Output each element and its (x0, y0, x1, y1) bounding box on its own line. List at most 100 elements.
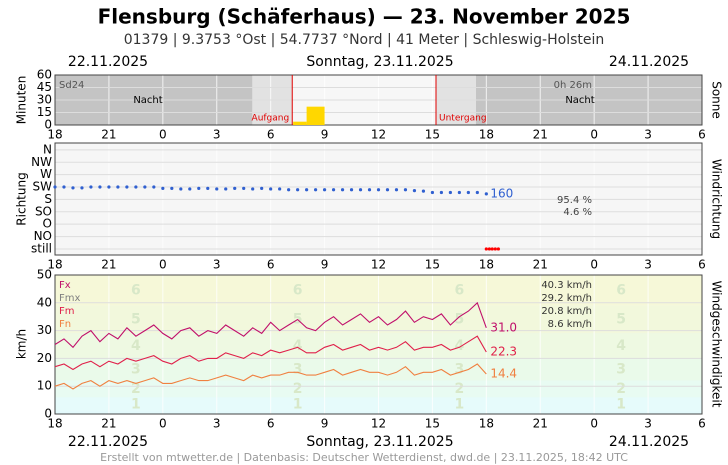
x-tick-label: 12 (371, 417, 386, 431)
beaufort-label: 2 (455, 381, 465, 397)
beaufort-label: 1 (616, 396, 626, 412)
y-tick-label: SW (33, 180, 53, 194)
sunrise-label: Aufgang (252, 114, 290, 124)
direction-dot (143, 185, 147, 189)
legend-entry: Fn (59, 319, 71, 330)
y-tick-label: still (31, 241, 52, 255)
direction-dot (340, 188, 345, 192)
wind-line (54, 363, 487, 390)
annotation: Nacht (565, 95, 594, 106)
x-tick-label: 0 (159, 417, 167, 431)
x-tick-label: 9 (321, 417, 329, 431)
stat-label: 20.8 km/h (541, 306, 592, 317)
annotation: 0h 26m (554, 80, 592, 91)
beaufort-label: 2 (616, 381, 626, 397)
direction-dot (188, 187, 192, 191)
direction-dot (98, 185, 102, 189)
legend-entry: Fm (59, 306, 75, 317)
x-tick-label: 6 (267, 128, 275, 142)
beaufort-label: 6 (131, 282, 141, 298)
y-tick-label: S (44, 192, 52, 206)
direction-dot (179, 187, 183, 191)
x-tick-label: 6 (698, 258, 706, 272)
direction-dot (496, 247, 500, 251)
direction-dot (421, 189, 426, 193)
y-tick-label: 30 (37, 323, 52, 337)
direction-dot (215, 187, 219, 191)
beaufort-label: 3 (131, 362, 141, 378)
direction-dot (412, 189, 417, 193)
x-tick-label: 18 (479, 258, 494, 272)
x-tick-label: 9 (321, 128, 329, 142)
x-tick-label: 15 (425, 258, 440, 272)
stat-label: 29.2 km/h (541, 293, 592, 304)
y-tick-label: NW (31, 155, 52, 169)
y-tick-label: 20 (37, 351, 52, 365)
direction-dot (484, 247, 488, 251)
y-tick-label: 60 (37, 68, 52, 82)
direction-dot (206, 186, 210, 191)
date-right: 24.11.2025 (609, 434, 689, 450)
y-tick-label: 0 (44, 407, 52, 421)
direction-dot (475, 190, 479, 195)
direction-dot (62, 185, 66, 189)
end-label: 31.0 (490, 320, 517, 334)
wind-line (54, 335, 487, 371)
beaufort-label: 6 (616, 282, 626, 298)
direction-dot (439, 190, 444, 195)
direction-dot (484, 192, 488, 196)
direction-dot (224, 187, 228, 191)
direction-dot (80, 186, 84, 190)
direction-dot (305, 188, 309, 192)
x-tick-label: 3 (213, 417, 221, 431)
x-tick-label: 21 (101, 417, 116, 431)
x-tick-label: 15 (425, 128, 440, 142)
beaufort-label: 4 (616, 338, 626, 354)
direction-dot (233, 186, 237, 191)
direction-dot (376, 188, 381, 192)
x-tick-label: 6 (267, 417, 275, 431)
x-tick-label: 18 (47, 258, 62, 272)
direction-dot (367, 188, 372, 192)
x-tick-label: 3 (644, 258, 652, 272)
beaufort-label: 4 (455, 338, 465, 354)
x-tick-label: 3 (213, 258, 221, 272)
side-label: Sonne (710, 81, 724, 119)
direction-dot (278, 187, 282, 191)
direction-dot (490, 247, 494, 251)
direction-dot (152, 185, 156, 189)
date-center: Sonntag, 23.11.2025 (306, 54, 453, 70)
y-tick-label: 0 (44, 118, 52, 132)
y-tick-label: W (40, 167, 52, 181)
y-tick-label: SO (35, 204, 52, 218)
x-tick-label: 21 (533, 128, 548, 142)
annotation: 95.4 % (557, 195, 592, 206)
y-tick-label: N (43, 142, 52, 156)
x-tick-label: 21 (101, 128, 116, 142)
beaufort-label: 1 (131, 396, 141, 412)
beaufort-label: 3 (293, 362, 303, 378)
plot-frame (54, 74, 703, 126)
beaufort-label: 1 (455, 396, 465, 412)
direction-dot (385, 188, 390, 192)
date-left: 22.11.2025 (68, 434, 148, 450)
end-label: 14.4 (490, 366, 517, 380)
direction-dot (107, 185, 111, 189)
x-tick-label: 15 (425, 417, 440, 431)
x-tick-label: 0 (590, 417, 598, 431)
title: Flensburg (Schäferhaus) — 23. November 2… (98, 5, 631, 29)
direction-dot (125, 185, 129, 189)
direction-dot (134, 185, 138, 189)
legend-entry: Fmx (59, 293, 80, 304)
wind-line (54, 301, 487, 349)
beaufort-label: 6 (455, 282, 465, 298)
direction-dot (487, 247, 491, 251)
direction-dot (260, 186, 264, 191)
annotation: Sd24 (59, 80, 84, 91)
beaufort-label: 2 (131, 381, 141, 397)
side-label: Windgeschwindigkeit (710, 281, 724, 408)
direction-dot (197, 186, 201, 191)
sun-bar (306, 106, 325, 125)
beaufort-label: 4 (131, 338, 141, 354)
